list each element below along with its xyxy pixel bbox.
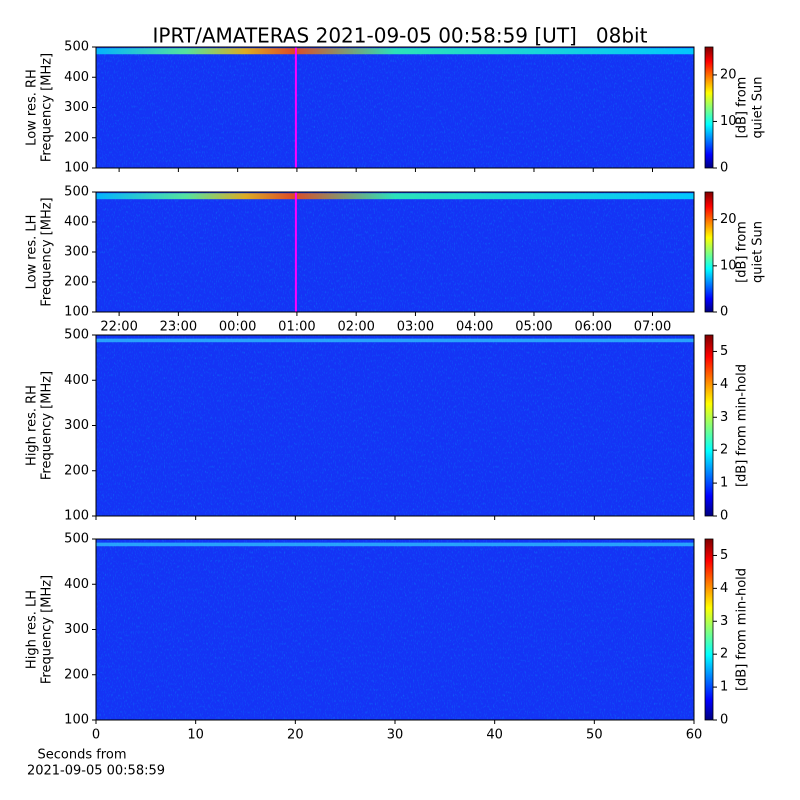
y-tick-label: 400 [64, 215, 89, 230]
y-tick-label: 300 [64, 245, 89, 260]
x-axis-label: 2021-09-05 00:58:59 [27, 764, 165, 779]
x-tick-label: 20 [287, 728, 304, 743]
y-tick-label: 100 [64, 161, 89, 176]
colorbar-label: [dB] from [735, 221, 750, 283]
colorbar-tick-label: 0 [720, 713, 728, 728]
y-tick-label: 100 [64, 509, 89, 524]
colorbar-tick-label: 3 [720, 614, 728, 629]
spectrogram-band [96, 193, 694, 200]
y-tick-label: 100 [64, 713, 89, 728]
y-axis-label: Low res. LH [25, 215, 40, 290]
x-tick-label: 60 [686, 728, 703, 743]
x-tick-label: 04:00 [456, 320, 493, 335]
colorbar-tick-label: 4 [720, 581, 728, 596]
spectrogram-noise [96, 335, 694, 516]
x-tick-label: 03:00 [397, 320, 434, 335]
x-tick-label: 22:00 [100, 320, 137, 335]
y-axis-label: High res. LH [25, 590, 40, 669]
figure-title: IPRT/AMATERAS 2021-09-05 00:58:59 [UT] 0… [153, 24, 648, 48]
y-tick-label: 500 [64, 185, 89, 200]
y-axis-label: Frequency [MHz] [40, 575, 55, 684]
colorbar [704, 538, 714, 721]
y-axis-label: Frequency [MHz] [40, 371, 55, 480]
y-tick-label: 100 [64, 305, 89, 320]
y-tick-label: 400 [64, 373, 89, 388]
y-tick-label: 200 [64, 463, 89, 478]
y-tick-label: 200 [64, 130, 89, 145]
spectrogram-band [96, 542, 694, 547]
x-tick-label: 10 [187, 728, 204, 743]
x-tick-label: 07:00 [634, 320, 671, 335]
x-tick-label: 0 [92, 728, 100, 743]
x-tick-label: 00:00 [219, 320, 256, 335]
colorbar-label: quiet Sun [751, 221, 766, 283]
y-tick-label: 500 [64, 532, 89, 547]
y-tick-label: 500 [64, 328, 89, 343]
y-tick-label: 400 [64, 577, 89, 592]
spectrogram-band [96, 48, 694, 55]
x-tick-label: 02:00 [337, 320, 374, 335]
colorbar-label: [dB] from min-hold [735, 568, 750, 691]
y-tick-label: 500 [64, 40, 89, 55]
spectrogram-noise [96, 47, 694, 168]
x-tick-label: 30 [387, 728, 404, 743]
x-tick-label: 50 [586, 728, 603, 743]
y-tick-label: 200 [64, 275, 89, 290]
x-tick-label: 06:00 [575, 320, 612, 335]
colorbar-tick-label: 20 [720, 212, 737, 227]
y-axis-label: High res. RH [25, 385, 40, 466]
panel: 100 200 300 400 500 High res. RH Frequency [MH… [25, 328, 750, 524]
spectrogram-band [96, 338, 694, 343]
colorbar-tick-label: 2 [720, 443, 728, 458]
colorbar-label: [dB] from [735, 77, 750, 139]
x-tick-label: 05:00 [515, 320, 552, 335]
y-tick-label: 300 [64, 622, 89, 637]
colorbar-label: quiet Sun [751, 76, 766, 138]
x-tick-label: 40 [486, 728, 503, 743]
y-axis-label: Frequency [MHz] [40, 53, 55, 162]
colorbar-tick-label: 3 [720, 410, 728, 425]
colorbar-tick-label: 5 [720, 344, 728, 359]
colorbar-tick-label: 20 [720, 67, 737, 82]
x-tick-label: 01:00 [278, 320, 315, 335]
colorbar-tick-label: 2 [720, 647, 728, 662]
y-tick-label: 200 [64, 667, 89, 682]
colorbar-tick-label: 0 [720, 305, 728, 320]
colorbar-tick-label: 10 [720, 258, 737, 273]
y-tick-label: 300 [64, 418, 89, 433]
y-axis-label: Low res. RH [25, 69, 40, 146]
spectrogram-noise [96, 539, 694, 720]
x-tick-label: 23:00 [160, 320, 197, 335]
spectrogram-noise [96, 192, 694, 312]
colorbar-tick-label: 10 [720, 114, 737, 129]
y-tick-label: 300 [64, 100, 89, 115]
y-axis-label: Frequency [MHz] [40, 197, 55, 306]
colorbar [704, 46, 714, 169]
colorbar [704, 191, 714, 313]
colorbar-tick-label: 0 [720, 161, 728, 176]
colorbar-tick-label: 4 [720, 377, 728, 392]
x-axis-label: Seconds from [37, 748, 126, 763]
y-tick-label: 400 [64, 70, 89, 85]
colorbar-tick-label: 1 [720, 680, 728, 695]
colorbar-tick-label: 1 [720, 476, 728, 491]
colorbar-tick-label: 0 [720, 509, 728, 524]
colorbar [704, 334, 714, 517]
colorbar-tick-label: 5 [720, 548, 728, 563]
colorbar-label: [dB] from min-hold [735, 364, 750, 487]
